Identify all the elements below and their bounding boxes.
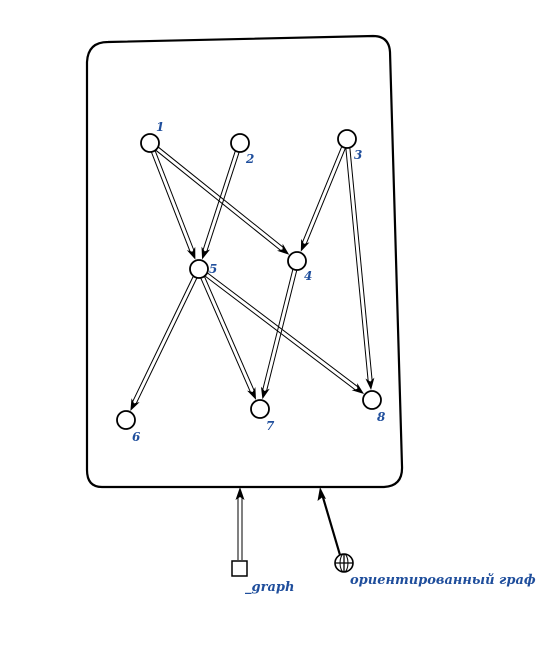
node-label-7: 7 xyxy=(266,419,275,433)
node-7 xyxy=(250,399,270,419)
node-4 xyxy=(287,251,307,271)
edge-1-4 xyxy=(155,146,290,255)
edge-5-7 xyxy=(200,276,257,400)
graph-var-link xyxy=(235,487,245,560)
edge-2-5 xyxy=(201,150,240,260)
node-label-3: 3 xyxy=(354,148,362,162)
edge-5-6 xyxy=(130,276,198,411)
edge-4-7 xyxy=(260,269,298,400)
nodes-layer: 1 2 3 4 5 6 7 8 xyxy=(116,120,386,444)
node-2 xyxy=(230,133,250,153)
edge-3-4 xyxy=(300,146,346,252)
globe-icon xyxy=(334,553,354,573)
graph-type-link xyxy=(317,487,342,556)
square-icon xyxy=(231,560,248,577)
edge-1-5 xyxy=(150,150,196,260)
node-label-1: 1 xyxy=(156,120,164,134)
node-label-8: 8 xyxy=(377,410,386,424)
node-label-5: 5 xyxy=(209,262,217,276)
edge-5-8 xyxy=(204,272,365,394)
node-5 xyxy=(189,259,209,279)
edges-layer xyxy=(130,146,375,411)
node-3 xyxy=(337,129,357,149)
node-6 xyxy=(116,410,136,430)
graph-var-label: _graph xyxy=(245,580,294,595)
node-8 xyxy=(362,390,382,410)
node-label-4: 4 xyxy=(304,269,312,283)
graph-container-frame xyxy=(85,34,404,489)
node-label-6: 6 xyxy=(132,430,141,444)
node-1 xyxy=(140,133,160,153)
graph-type-label: ориентированный граф xyxy=(350,573,536,588)
node-label-2: 2 xyxy=(245,152,254,166)
edge-3-8 xyxy=(345,147,375,391)
